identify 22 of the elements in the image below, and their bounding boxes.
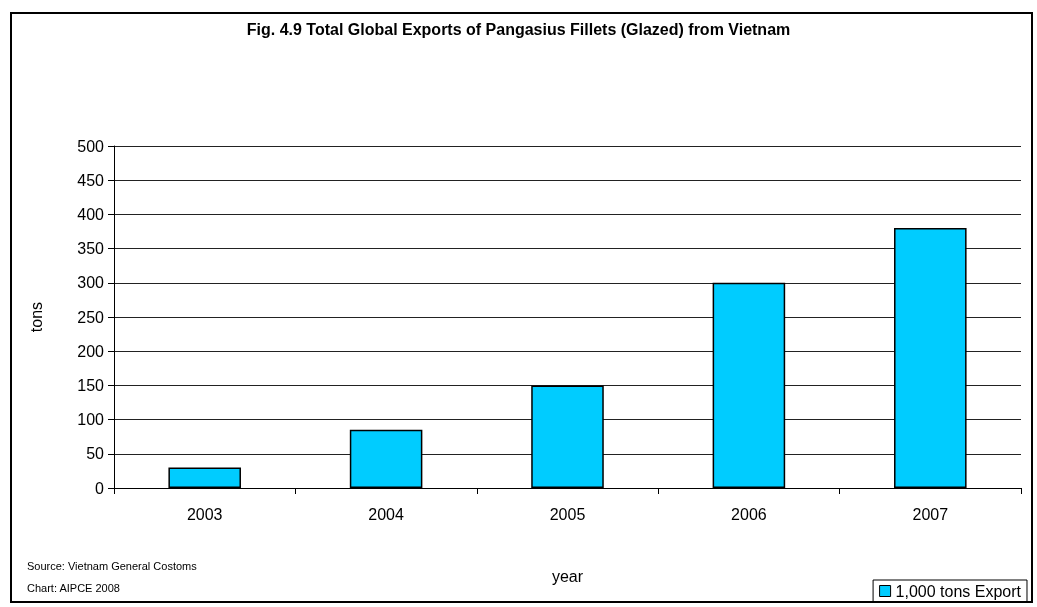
x-tick-label: 2007	[912, 505, 949, 523]
y-tick-label: 250	[77, 308, 105, 326]
y-tick-label: 450	[77, 171, 105, 189]
x-axis-title: year	[551, 567, 584, 585]
y-tick-label: 500	[77, 137, 105, 155]
source-note: Source: Vietnam General Costoms	[27, 559, 198, 572]
x-tick-label: 2005	[549, 505, 586, 523]
y-tick-label: 0	[95, 479, 105, 497]
chart-title: Fig. 4.9 Total Global Exports of Pangasius Fillets (Glazed) from Vietnam	[246, 20, 791, 38]
y-tick-label: 150	[77, 376, 105, 394]
x-tick-label: 2003	[186, 505, 223, 523]
y-tick-label: 400	[77, 205, 105, 223]
legend-label: 1,000 tons Export	[895, 582, 1022, 600]
y-tick-label: 50	[86, 445, 105, 463]
text: Chart: AIPCE 2008	[27, 581, 120, 594]
x-tick-label: 2006	[731, 505, 767, 523]
y-tick-label: 100	[77, 411, 105, 429]
y-axis-title: tons	[27, 301, 45, 333]
x-tick-label: 2004	[368, 505, 404, 523]
y-tick-label: 350	[77, 240, 105, 258]
y-tick-label: 300	[77, 274, 105, 292]
y-tick-label: 200	[77, 342, 105, 360]
